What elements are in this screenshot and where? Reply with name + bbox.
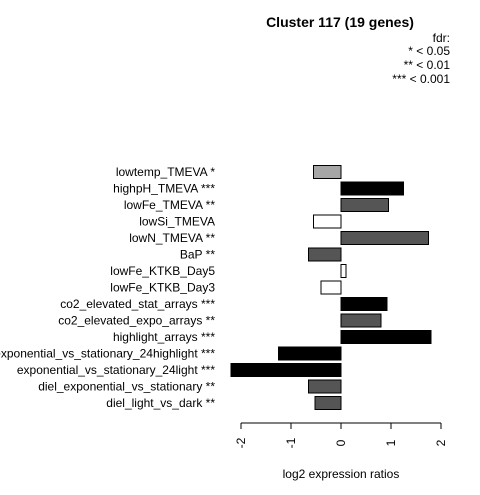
category-labels: lowtemp_TMEVA * highpH_TMEVA *** lowFe_TME… (0, 165, 215, 410)
x-axis-label: log2 expression ratios (283, 467, 400, 481)
category-label-8: lowFe_KTKB_Day3 (110, 281, 215, 295)
bar-8 (320, 280, 342, 295)
bar-4 (313, 214, 342, 229)
legend-entry-1: * < 0.05 (408, 44, 450, 58)
x-tick-label-5: 2 (434, 439, 448, 446)
legend-entry-2: ** < 0.01 (404, 58, 451, 72)
x-tick-label-1: -2 (234, 437, 248, 448)
legend: fdr: * < 0.05 ** < 0.01 *** < 0.001 (392, 31, 450, 86)
x-tick-label-4: 1 (384, 439, 398, 446)
category-label-5: lowN_TMEVA ** (129, 231, 215, 245)
bar-5 (340, 231, 429, 245)
category-label-4: lowSi_TMEVA (139, 215, 215, 229)
bar-1 (313, 165, 342, 179)
bar-2 (340, 181, 404, 196)
bar-6 (308, 247, 342, 262)
bar-3 (340, 198, 389, 212)
bar-9 (340, 297, 388, 311)
category-label-7: lowFe_KTKB_Day5 (110, 264, 215, 278)
category-label-1: lowtemp_TMEVA * (116, 165, 215, 179)
bar-13 (230, 363, 342, 377)
x-axis: -2 -1 0 1 2 (234, 422, 448, 448)
category-label-6: BaP ** (180, 248, 215, 262)
category-label-11: highlight_arrays *** (113, 330, 215, 344)
chart-title: Cluster 117 (19 genes) (266, 14, 414, 30)
category-label-15: diel_light_vs_dark ** (106, 396, 215, 410)
category-label-3: lowFe_TMEVA ** (124, 198, 215, 212)
bar-11 (340, 330, 432, 344)
category-label-14: diel_exponential_vs_stationary ** (38, 380, 215, 394)
category-label-2: highpH_TMEVA *** (113, 182, 215, 196)
bar-14 (308, 379, 342, 394)
bar-7 (340, 264, 347, 278)
bar-15 (314, 396, 342, 410)
category-label-13: exponential_vs_stationary_24light *** (17, 363, 215, 377)
legend-title: fdr: (433, 31, 450, 45)
bars (230, 165, 432, 410)
category-label-9: co2_elevated_stat_arrays *** (60, 297, 215, 311)
category-label-10: co2_elevated_expo_arrays ** (58, 314, 215, 328)
legend-entry-3: *** < 0.001 (392, 72, 450, 86)
bar-12 (278, 346, 342, 361)
x-tick-label-2: -1 (284, 437, 298, 448)
category-label-12: exponential_vs_stationary_24highlight **… (0, 347, 215, 361)
x-tick-label-3: 0 (334, 439, 348, 446)
bar-10 (340, 313, 382, 328)
